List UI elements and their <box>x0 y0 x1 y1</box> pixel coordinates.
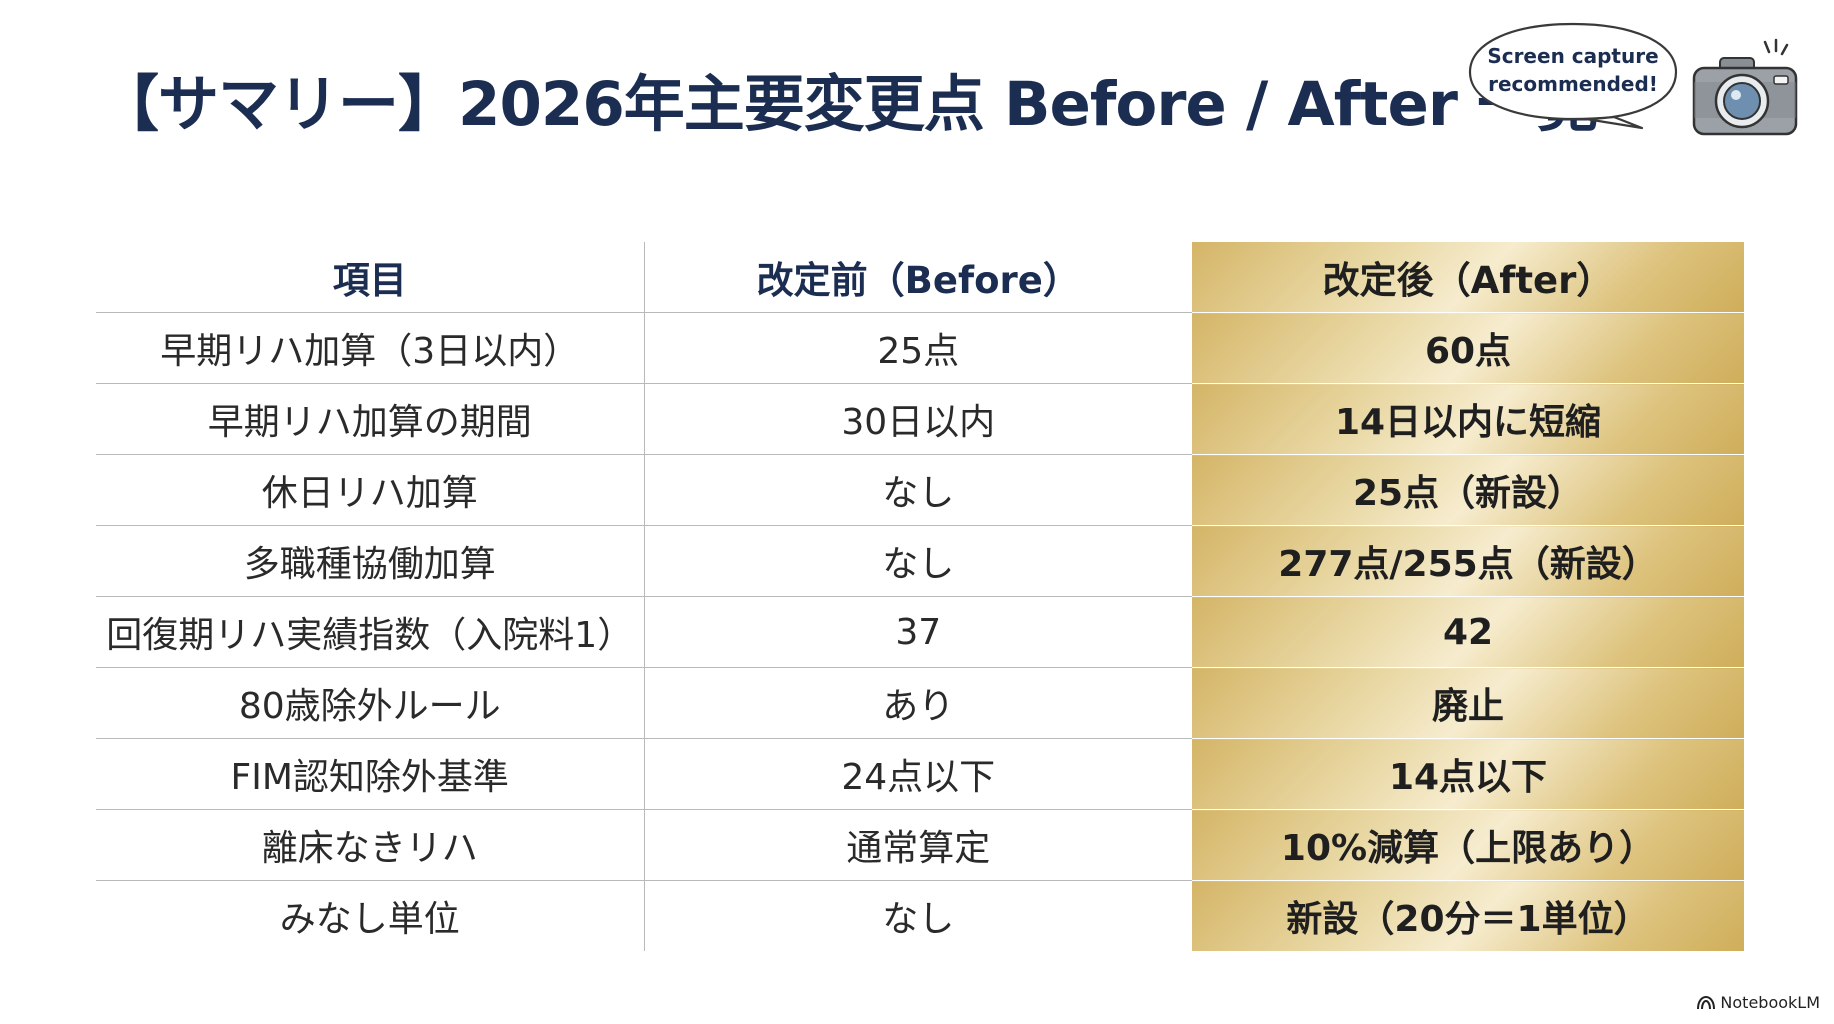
header-item: 項目 <box>96 242 645 313</box>
cell-after: 14点以下 <box>1192 738 1744 810</box>
cell-before: なし <box>882 899 955 940</box>
cell-before: 25点 <box>644 312 1192 384</box>
cell-item: 多職種協働加算 <box>96 525 645 597</box>
cell-after: 14日以内に短縮 <box>1192 383 1744 455</box>
table-row: 80歳除外ルール あり 廃止 <box>96 667 1744 739</box>
comparison-table-wrapper: 項目 改定前（Before） 改定後（After） 早期リハ加算（3日以内） 2… <box>96 242 1744 951</box>
page-title: 【サマリー】2026年主要変更点 Before / After 一覧 <box>98 69 1598 140</box>
header-after: 改定後（After） <box>1192 242 1744 313</box>
cell-before: なし <box>644 525 1192 597</box>
header-before: 改定前（Before） <box>644 242 1192 313</box>
table-row: 休日リハ加算 なし 25点（新設） <box>96 454 1744 526</box>
cell-after: 42 <box>1192 596 1744 668</box>
cell-before: 通常算定 <box>644 809 1192 881</box>
cell-before: 30日以内 <box>644 383 1192 455</box>
cell-item: FIM認知除外基準 <box>96 738 645 810</box>
comparison-table: 項目 改定前（Before） 改定後（After） 早期リハ加算（3日以内） 2… <box>96 242 1744 951</box>
table-row: 離床なきリハ 通常算定 10%減算（上限あり） <box>96 809 1744 881</box>
table-row: 回復期リハ実績指数（入院料1） 37 42 <box>96 596 1744 668</box>
cell-item: 回復期リハ実績指数（入院料1） <box>96 596 645 668</box>
table-row: 多職種協働加算 なし 277点/255点（新設） <box>96 525 1744 597</box>
notebooklm-watermark: NotebookLM <box>1697 993 1820 1012</box>
callout-line-2: recommended! <box>1488 72 1658 96</box>
speech-bubble-icon <box>1468 22 1678 130</box>
cell-item: 早期リハ加算の期間 <box>96 383 645 455</box>
cell-item: 離床なきリハ <box>96 809 645 881</box>
callout-line-1: Screen capture <box>1487 44 1659 68</box>
cell-item: 休日リハ加算 <box>96 454 645 526</box>
cell-after: 廃止 <box>1192 667 1744 739</box>
camera-icon <box>1692 38 1798 136</box>
table-row: みなし単位 なし 新設（20分＝1単位） <box>96 880 1744 951</box>
cell-after: 277点/255点（新設） <box>1192 525 1744 597</box>
notebooklm-logo-icon <box>1697 995 1716 1009</box>
cell-before: 37 <box>644 596 1192 668</box>
cell-item: みなし単位 <box>96 880 645 951</box>
table-row: 早期リハ加算の期間 30日以内 14日以内に短縮 <box>96 383 1744 455</box>
cell-before: あり <box>644 667 1192 739</box>
cell-before: 24点以下 <box>644 738 1192 810</box>
table-row: 早期リハ加算（3日以内） 25点 60点 <box>96 312 1744 384</box>
notebooklm-brand: NotebookLM <box>1720 993 1820 1012</box>
screen-capture-callout: Screen capture recommended! <box>1464 20 1682 130</box>
cell-after: 新設（20分＝1単位） <box>1192 880 1744 951</box>
cell-after: 60点 <box>1192 312 1744 384</box>
cell-after: 25点（新設） <box>1192 454 1744 526</box>
cell-item: 早期リハ加算（3日以内） <box>96 312 645 384</box>
cell-after: 10%減算（上限あり） <box>1192 809 1744 881</box>
table-header-row: 項目 改定前（Before） 改定後（After） <box>96 242 1744 313</box>
table-row: FIM認知除外基準 24点以下 14点以下 <box>96 738 1744 810</box>
cell-item: 80歳除外ルール <box>96 667 645 739</box>
cell-before: なし <box>644 454 1192 526</box>
